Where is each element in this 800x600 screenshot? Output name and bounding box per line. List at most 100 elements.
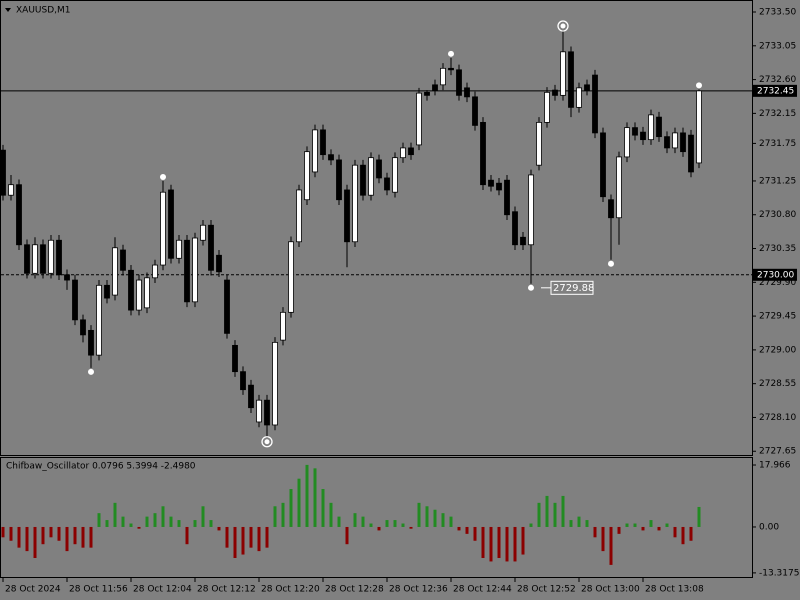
candle-body: [296, 189, 302, 243]
candle-body: [672, 132, 678, 149]
candle-body: [72, 279, 78, 321]
candle-body: [288, 241, 294, 313]
oscillator-bar: [577, 516, 581, 527]
candle-body: [440, 67, 446, 86]
y-tick-label: 0.00: [759, 522, 779, 532]
oscillator-bar: [25, 526, 29, 552]
y-tick-label: 2729.45: [759, 312, 796, 322]
candle-body: [608, 199, 614, 219]
x-tick-label: 28 Oct 12:12: [197, 585, 256, 595]
candle-body: [8, 184, 14, 196]
oscillator-bar: [289, 489, 293, 527]
x-tick-label: 28 Oct 13:08: [645, 585, 704, 595]
oscillator-bar: [457, 526, 461, 531]
oscillator-bar: [617, 526, 621, 534]
candle-body: [512, 211, 518, 246]
candle-body: [400, 147, 406, 159]
oscillator-bar: [665, 523, 669, 527]
oscillator-bar: [33, 526, 37, 558]
candle-body: [384, 177, 390, 191]
oscillator-bar: [441, 513, 445, 527]
oscillator-bar: [449, 516, 453, 527]
oscillator-bar: [169, 516, 173, 527]
oscillator-bar: [673, 526, 677, 538]
candle-body: [40, 244, 46, 274]
swing-label-box: [550, 280, 594, 295]
candle-body: [0, 149, 6, 196]
candle-body: [424, 91, 430, 96]
x-tick-label: 28 Oct 12:44: [453, 585, 512, 595]
oscillator-bar: [433, 509, 437, 527]
y-tick-label: 2728.55: [759, 379, 796, 389]
oscillator-bar: [97, 513, 101, 527]
candle-body: [80, 319, 86, 336]
candle-body: [344, 189, 350, 243]
candle-body: [304, 151, 310, 201]
oscillator-bar: [81, 526, 85, 548]
oscillator-bar: [185, 526, 189, 545]
oscillator-bar: [409, 526, 413, 529]
candle-body: [56, 239, 62, 276]
candle-body: [328, 154, 334, 161]
x-tick-label: 28 Oct 12:36: [389, 585, 448, 595]
swing-marker: [560, 23, 566, 29]
candle-body: [264, 399, 270, 426]
y-tick-label: 2731.25: [759, 176, 796, 186]
candle-body: [208, 224, 214, 271]
candle-body: [544, 91, 550, 123]
oscillator-bar: [145, 516, 149, 527]
oscillator-bar: [241, 526, 245, 555]
candle-body: [536, 121, 542, 166]
oscillator-bar: [369, 523, 373, 527]
oscillator-bar: [257, 526, 261, 552]
oscillator-bar: [353, 513, 357, 527]
candle-body: [488, 179, 494, 187]
candle-body: [456, 69, 462, 96]
candle-body: [192, 237, 198, 303]
oscillator-bar: [689, 526, 693, 541]
candle-body: [232, 344, 238, 373]
candle-body: [640, 131, 646, 141]
y-tick-label: 2730.35: [759, 244, 796, 254]
candle-body: [152, 264, 158, 279]
oscillator-bar: [41, 526, 45, 545]
candle-body: [480, 121, 486, 186]
oscillator-bar: [89, 526, 93, 548]
oscillator-bar: [489, 526, 493, 562]
candle-body: [576, 87, 582, 108]
candle-body: [664, 136, 670, 149]
oscillator-bar: [105, 520, 109, 527]
swing-ring: [261, 436, 273, 448]
oscillator-bar: [601, 526, 605, 552]
oscillator-bar: [233, 526, 237, 558]
x-tick-label: 28 Oct 12:28: [325, 585, 384, 595]
y-tick-label: 17.966: [759, 461, 791, 471]
candle-body: [448, 67, 454, 71]
candle-body: [176, 239, 182, 259]
candle-body: [136, 279, 142, 311]
candle-body: [120, 249, 126, 271]
oscillator-bar: [553, 502, 557, 527]
y-tick-label: 2731.75: [759, 139, 796, 149]
oscillator-bar: [425, 506, 429, 527]
candle-body: [504, 179, 510, 216]
oscillator-bar: [505, 526, 509, 562]
candle-body: [592, 74, 598, 134]
candle-body: [600, 132, 606, 198]
oscillator-bar: [201, 506, 205, 527]
candle-body: [160, 191, 166, 266]
oscillator-bar: [561, 495, 565, 527]
oscillator-bar: [625, 523, 629, 527]
candle-body: [696, 90, 702, 164]
candle-body: [128, 269, 134, 311]
price-label-box: [753, 84, 797, 97]
oscillator-bar: [649, 520, 653, 527]
candle-body: [392, 157, 398, 193]
candle-body: [528, 174, 534, 246]
candle-body: [96, 284, 102, 356]
oscillator-bar: [537, 502, 541, 527]
menu-arrow: [5, 8, 11, 12]
oscillator-bar: [113, 502, 117, 527]
